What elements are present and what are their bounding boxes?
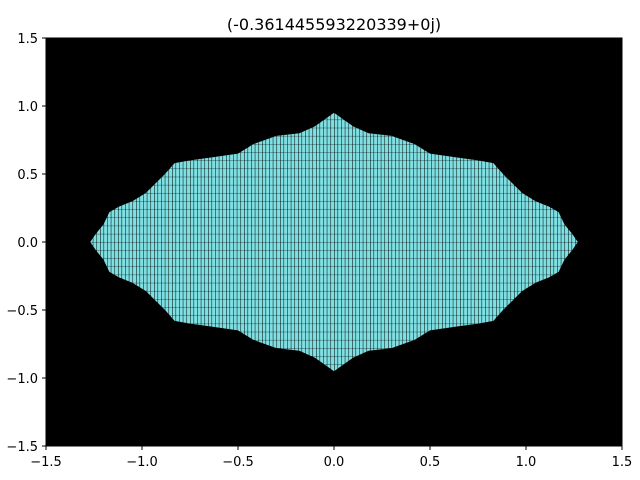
x-tick-label: −1.5 [30,455,62,470]
x-tick-label: 0.0 [324,455,345,470]
julia-set-region [90,112,578,372]
x-tick-label: 1.0 [516,455,537,470]
x-tick-label: 0.5 [420,455,441,470]
x-tick-label: −1.0 [126,455,158,470]
y-tick-label: 1.0 [17,100,38,115]
y-tick-label: 0.0 [17,236,38,251]
y-tick-label: −1.0 [6,372,38,387]
y-tick-label: 0.5 [17,168,38,183]
x-tick-label: 1.5 [612,455,633,470]
y-axis: 1.5 1.0 0.5 0.0 −0.5 −1.0 −1.5 [6,32,46,455]
y-tick-label: −0.5 [6,304,38,319]
x-axis: −1.5 −1.0 −0.5 0.0 0.5 1.0 1.5 [30,446,632,470]
x-tick-label: −0.5 [222,455,254,470]
chart-title: (-0.361445593220339+0j) [227,15,441,34]
y-tick-label: −1.5 [6,440,38,455]
y-tick-label: 1.5 [17,32,38,47]
